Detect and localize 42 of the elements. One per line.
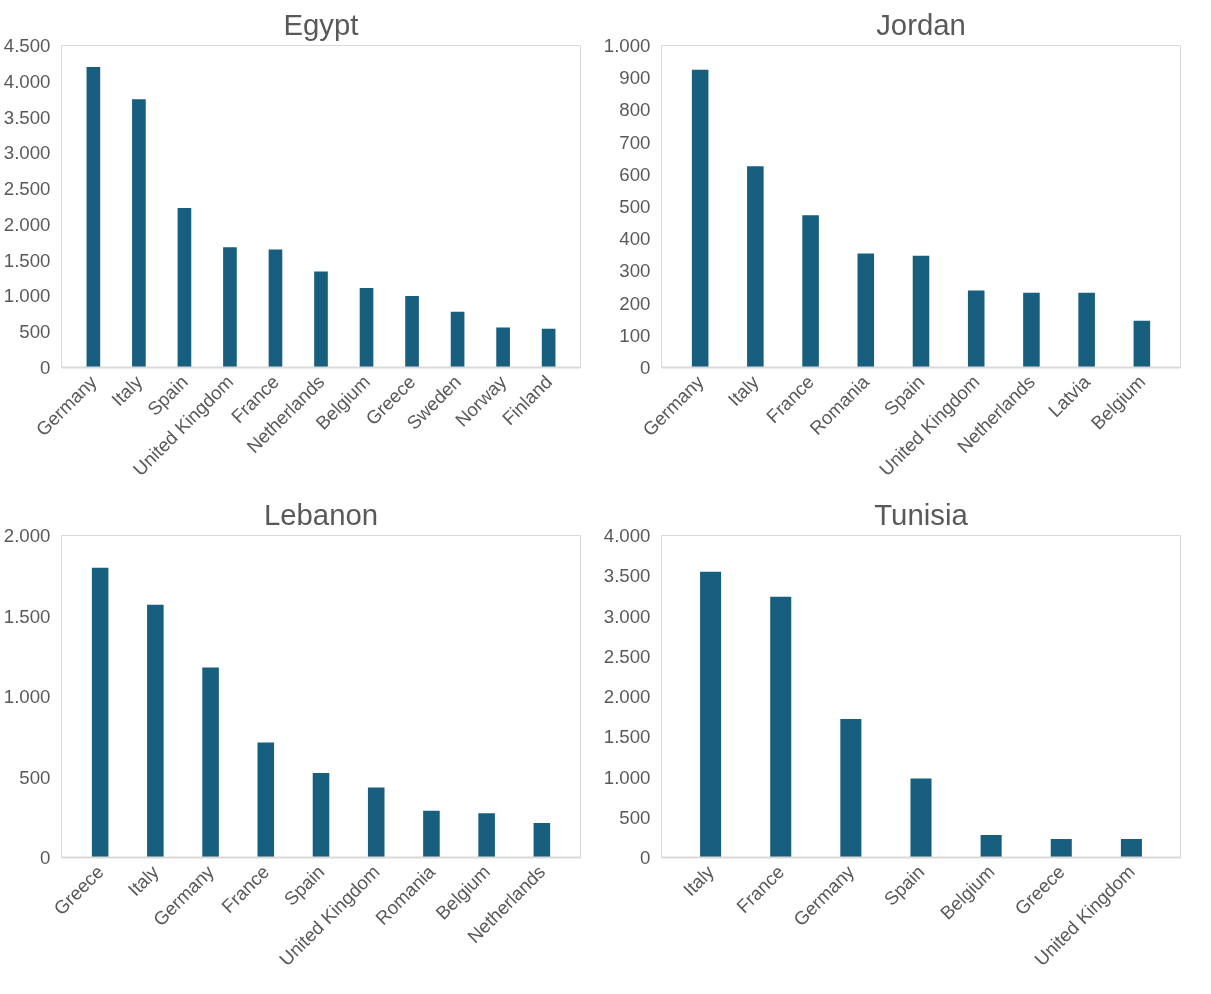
y-tick-label: 1.000 xyxy=(603,35,651,56)
chart-title: Lebanon xyxy=(263,497,379,531)
y-tick-label: 200 xyxy=(619,292,651,314)
y-tick-label: 1.000 xyxy=(3,686,51,707)
y-tick-label: 0 xyxy=(40,847,51,868)
y-tick-label: 600 xyxy=(619,163,651,185)
y-tick-label: 3.500 xyxy=(3,106,51,128)
y-tick-label: 400 xyxy=(619,228,651,250)
y-tick-label: 4.000 xyxy=(603,525,651,546)
y-tick-label: 1.000 xyxy=(603,766,651,788)
x-tick-label: Italy xyxy=(678,860,719,901)
y-tick-label: 500 xyxy=(19,766,51,788)
y-tick-label: 2.500 xyxy=(3,178,51,200)
chart-title: Tunisia xyxy=(874,497,969,531)
y-tick-label: 1.500 xyxy=(603,726,651,748)
x-tick-label: Italy xyxy=(107,370,147,411)
y-tick-label: 0 xyxy=(640,357,651,378)
y-tick-label: 700 xyxy=(619,131,651,153)
y-tick-label: 2.500 xyxy=(603,645,651,667)
y-tick-label: 4.500 xyxy=(3,35,51,56)
chart-title: Jordan xyxy=(876,7,966,41)
y-tick-label: 1.500 xyxy=(3,605,51,627)
y-tick-label: 0 xyxy=(640,847,651,868)
y-tick-label: 900 xyxy=(619,67,651,89)
y-tick-label: 300 xyxy=(619,260,651,282)
y-tick-label: 500 xyxy=(619,806,651,828)
y-tick-label: 2.000 xyxy=(3,525,51,546)
y-tick-label: 800 xyxy=(619,99,651,121)
y-tick-label: 2.000 xyxy=(603,686,651,707)
chart-title: Egypt xyxy=(283,7,359,41)
y-tick-label: 4.000 xyxy=(3,70,51,92)
y-tick-label: 2.000 xyxy=(3,213,51,235)
y-tick-label: 1.500 xyxy=(3,249,51,271)
y-tick-label: 500 xyxy=(619,196,651,217)
y-tick-label: 3.000 xyxy=(3,142,51,164)
y-tick-label: 0 xyxy=(40,357,51,378)
y-tick-label: 100 xyxy=(619,324,651,346)
y-tick-label: 3.500 xyxy=(603,565,651,587)
y-tick-label: 500 xyxy=(19,321,51,343)
y-tick-label: 1.000 xyxy=(3,285,51,307)
x-tick-label: Italy xyxy=(723,370,764,411)
y-tick-label: 3.000 xyxy=(603,605,651,627)
